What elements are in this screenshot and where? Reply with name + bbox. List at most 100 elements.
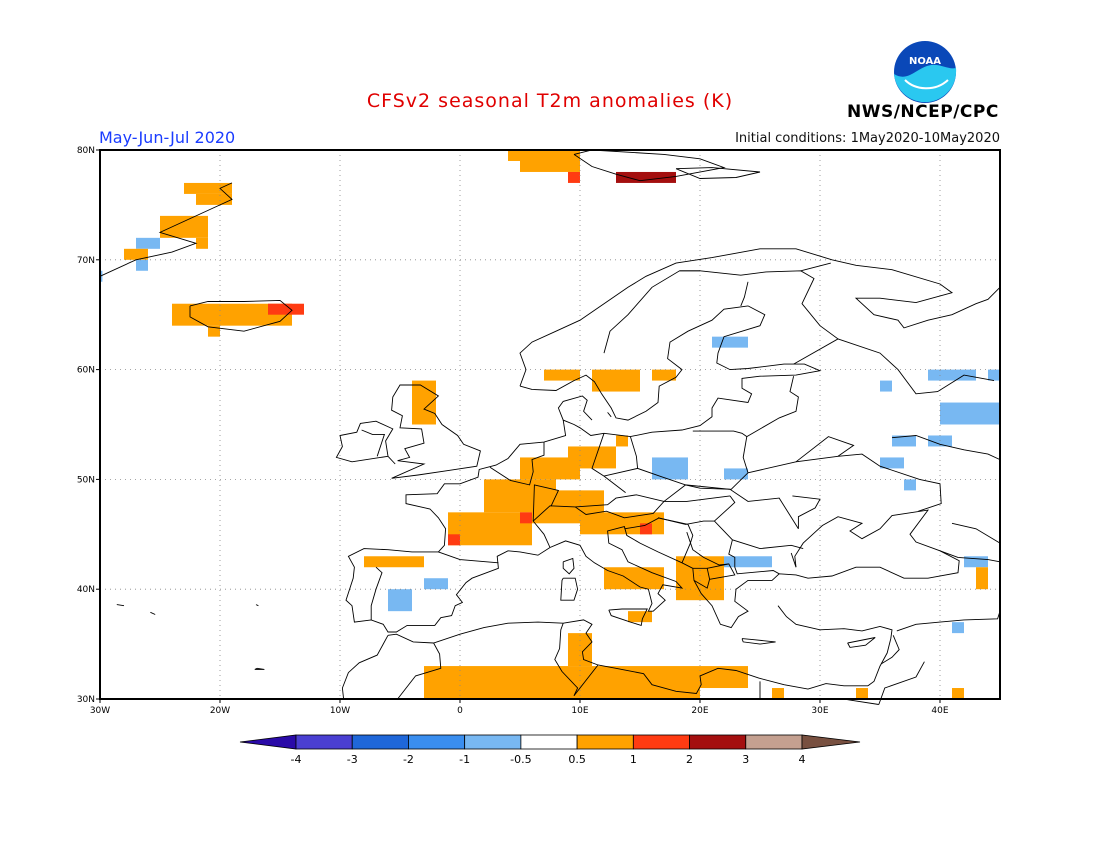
coastline [519,248,1001,387]
lat-tick-label: 70N [77,256,95,266]
coastline [847,637,876,648]
colorbar-label: -4 [291,753,302,766]
anomaly-cell [940,402,1000,425]
lon-tick-label: 20E [691,706,708,716]
colorbar-label: -1 [459,753,470,766]
anomaly-cell [160,215,208,238]
logo-text: NOAA [909,56,941,67]
coastline [560,577,579,601]
coastline [603,430,749,490]
lon-tick-label: 20W [210,706,230,716]
coastlines [99,149,1001,705]
coastline [777,605,893,687]
anomaly-cells [100,150,1000,699]
lat-tick-label: 80N [77,146,95,156]
anomaly-cell [976,567,988,590]
lat-tick-label: 60N [77,366,95,376]
coastline [686,531,729,566]
anomaly-cell [100,270,103,282]
coastline [795,436,855,463]
anomaly-cell [988,369,1000,381]
coastline [790,552,797,568]
anomaly-cell [184,182,232,194]
coastline [707,563,736,580]
anomaly-cell [628,611,652,623]
anomaly-cell [928,369,976,381]
colorbar-segment [408,734,466,750]
colorbar: -4 -3 -2 -1 -0.5 0.5 1 2 3 4 [239,734,861,766]
map-title: CFSv2 seasonal T2m anomalies (K) [366,90,734,112]
anomaly-cell [616,171,676,183]
anomaly-cell [892,435,916,447]
coastline [345,420,960,633]
coastline [837,338,995,395]
anomaly-cell [952,622,964,634]
map-grid [100,150,1000,699]
anomaly-cell [856,688,868,699]
anomaly-cell [952,688,964,699]
coastline [557,305,822,438]
coastline [679,270,839,365]
coastline [657,517,694,563]
colorbar-arrow-low [239,734,297,750]
anomaly-cell [364,556,424,568]
anomaly-cell [712,336,748,348]
coastline [150,611,156,615]
forecast-period: May-Jun-Jul 2020 [99,128,236,147]
lon-tick-label: 0 [457,706,463,716]
coastline [880,635,900,665]
anomaly-cell [724,556,772,568]
colorbar-segment [295,734,353,750]
coastline [607,412,612,418]
anomaly-cell [604,567,664,590]
coastline [99,182,233,277]
colorbar-segment [689,734,747,750]
coastline [714,520,804,550]
coastline [591,433,626,493]
colorbar-label: 0.5 [568,753,586,766]
anomaly-cell [196,237,208,249]
anomaly-cell [544,369,580,381]
coastline [254,667,265,670]
coastline [939,550,1001,563]
anomaly-cell [196,193,232,205]
agency-label: NWS/NCEP/CPC [847,102,999,122]
colorbar-label: 4 [799,753,806,766]
anomaly-cell [520,457,580,480]
colorbar-segment [351,734,409,750]
anomaly-cell [172,303,232,326]
anomaly-cell [616,435,628,447]
coastline [740,281,749,307]
coastline [878,661,925,705]
colorbar-segment [464,734,522,750]
coastline [800,262,831,272]
anomaly-cell [640,523,652,535]
coastline [608,608,648,626]
noaa-logo-icon: NOAA [894,41,957,103]
colorbar-label: 3 [742,753,749,766]
coastline [361,429,386,457]
anomaly-cell [700,666,748,689]
anomaly-cell [124,248,148,260]
coastline [675,167,761,179]
coastline [255,604,259,607]
coastline [575,494,731,508]
coastline [573,149,726,182]
colorbar-label: -2 [403,753,414,766]
coastline [746,376,799,437]
lon-tick-label: 10W [330,706,350,716]
anomaly-cell [904,479,916,491]
coastline [747,453,942,512]
anomaly-cell [880,380,892,392]
coastline [728,539,780,575]
coastline [554,623,579,696]
coastline [891,435,1001,461]
anomaly-cell [508,150,520,161]
coastline [341,635,389,700]
coastline [792,495,821,529]
coastline [370,566,383,620]
anomaly-cell [208,325,220,337]
colorbar-label: -0.5 [510,753,531,766]
